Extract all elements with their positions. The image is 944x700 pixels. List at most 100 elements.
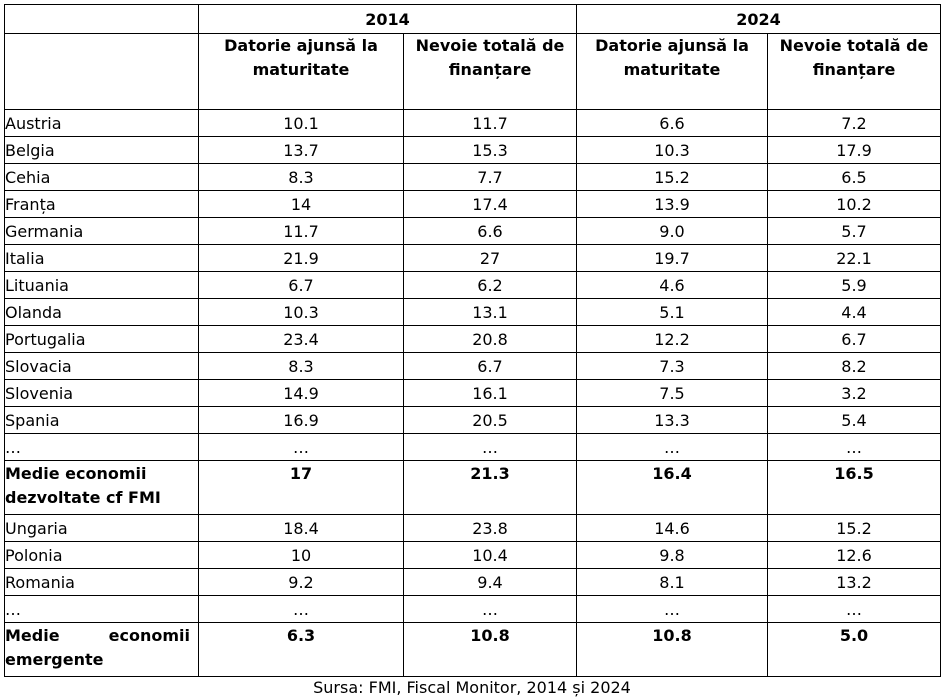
maturing-debt-2024-cell: 10.3 [576,136,768,164]
financing-need-2024-cell: 5.7 [767,217,941,245]
maturing-debt-2024-cell: 7.5 [576,379,768,407]
maturing-debt-2024-cell: 6.6 [576,109,768,137]
maturing-debt-2014-cell: 23.4 [198,325,404,353]
maturing-debt-2014-cell: 14.9 [198,379,404,407]
maturing-debt-2014-cell: 21.9 [198,244,404,272]
maturing-debt-2014-cell: 10.3 [198,298,404,326]
financing-need-2014-cell: 23.8 [403,514,577,542]
maturing-debt-2024-cell: 7.3 [576,352,768,380]
table-row: Romania 9.2 9.4 8.1 13.2 [4,568,941,596]
financing-need-2024-cell: 5.0 [767,622,941,677]
financing-need-2014-cell: 9.4 [403,568,577,596]
table-row: Polonia 10 10.4 9.8 12.6 [4,541,941,569]
maturing-debt-2024-cell: 13.3 [576,406,768,434]
financing-need-2014-cell: … [403,433,577,461]
financing-need-2024-cell: 5.9 [767,271,941,299]
financing-need-2014-cell: 15.3 [403,136,577,164]
subheader-financing-need-2024: Nevoie totală de finanțare [767,33,941,110]
financing-need-2014-cell: 16.1 [403,379,577,407]
year-header-2014: 2014 [198,4,577,34]
maturing-debt-2024-cell: 14.6 [576,514,768,542]
maturing-debt-2014-cell: 16.9 [198,406,404,434]
maturing-debt-2024-cell: 19.7 [576,244,768,272]
financing-need-2014-cell: 13.1 [403,298,577,326]
maturing-debt-2024-cell: 4.6 [576,271,768,299]
financing-need-2024-cell: 3.2 [767,379,941,407]
financing-need-2024-cell: 22.1 [767,244,941,272]
maturing-debt-2014-cell: 11.7 [198,217,404,245]
maturing-debt-2014-cell: 6.7 [198,271,404,299]
row-label: Olanda [4,298,199,326]
financing-need-2014-cell: 27 [403,244,577,272]
row-label: Austria [4,109,199,137]
financing-need-2014-cell: … [403,595,577,623]
table-row: Cehia 8.3 7.7 15.2 6.5 [4,163,941,191]
table-row: Lituania 6.7 6.2 4.6 5.9 [4,271,941,299]
row-label: Medie economii emergente [4,622,199,677]
financing-need-2024-cell: 17.9 [767,136,941,164]
row-label: … [4,433,199,461]
table-row: Portugalia 23.4 20.8 12.2 6.7 [4,325,941,353]
row-label: Italia [4,244,199,272]
financing-need-2024-cell: 6.7 [767,325,941,353]
maturing-debt-2014-cell: 6.3 [198,622,404,677]
row-label: Ungaria [4,514,199,542]
table-row: Spania 16.9 20.5 13.3 5.4 [4,406,941,434]
table-body: Austria 10.1 11.7 6.6 7.2 Belgia 13.7 15.3 10.3 1… [4,109,941,677]
financing-need-2014-cell: 6.7 [403,352,577,380]
table-row: …………… [4,433,941,461]
maturing-debt-2024-cell: … [576,595,768,623]
row-label: Romania [4,568,199,596]
table-row: Belgia 13.7 15.3 10.3 17.9 [4,136,941,164]
row-label: Belgia [4,136,199,164]
table-row: Medie economii emergente 6.3 10.8 10.8 5.0 [4,622,941,677]
maturing-debt-2024-cell: 5.1 [576,298,768,326]
financing-need-2024-cell: 10.2 [767,190,941,218]
financing-need-2024-cell: 8.2 [767,352,941,380]
financing-need-2014-cell: 20.8 [403,325,577,353]
subheader-maturing-debt-2024: Datorie ajunsă la maturitate [576,33,768,110]
financing-need-2024-cell: … [767,433,941,461]
maturing-debt-2014-cell: 9.2 [198,568,404,596]
row-label: Medie economii dezvoltate cf FMI [4,460,199,515]
source-note: Sursa: FMI, Fiscal Monitor, 2014 și 2024 [313,678,631,697]
row-label: Franța [4,190,199,218]
financing-need-2014-cell: 7.7 [403,163,577,191]
table-row: Ungaria 18.4 23.8 14.6 15.2 [4,514,941,542]
maturing-debt-2014-cell: 8.3 [198,352,404,380]
table-row: Olanda 10.3 13.1 5.1 4.4 [4,298,941,326]
corner-cell-lower [4,33,199,110]
maturing-debt-2024-cell: 13.9 [576,190,768,218]
maturing-debt-2014-cell: 18.4 [198,514,404,542]
financing-need-2014-cell: 20.5 [403,406,577,434]
financing-need-2024-cell: 7.2 [767,109,941,137]
row-label: Cehia [4,163,199,191]
maturing-debt-2014-cell: … [198,595,404,623]
financing-need-2014-cell: 6.2 [403,271,577,299]
maturing-debt-2014-cell: 17 [198,460,404,515]
row-label: Germania [4,217,199,245]
maturing-debt-2024-cell: 10.8 [576,622,768,677]
maturing-debt-2014-cell: 13.7 [198,136,404,164]
row-label: Polonia [4,541,199,569]
table-row: Italia 21.9 27 19.7 22.1 [4,244,941,272]
financing-need-2024-cell: 4.4 [767,298,941,326]
table-row: Slovenia 14.9 16.1 7.5 3.2 [4,379,941,407]
financing-need-2024-cell: … [767,595,941,623]
table-row: Slovacia 8.3 6.7 7.3 8.2 [4,352,941,380]
row-label: Portugalia [4,325,199,353]
corner-cell [4,4,199,34]
maturing-debt-2014-cell: 14 [198,190,404,218]
row-label: … [4,595,199,623]
maturing-debt-2024-cell: 12.2 [576,325,768,353]
maturing-debt-2024-cell: … [576,433,768,461]
financing-need-2014-cell: 17.4 [403,190,577,218]
maturing-debt-2014-cell: 10.1 [198,109,404,137]
maturing-debt-2024-cell: 9.8 [576,541,768,569]
maturing-debt-2024-cell: 15.2 [576,163,768,191]
row-label: Lituania [4,271,199,299]
maturing-debt-2014-cell: … [198,433,404,461]
financing-need-2014-cell: 21.3 [403,460,577,515]
financing-need-2024-cell: 16.5 [767,460,941,515]
maturing-debt-2014-cell: 8.3 [198,163,404,191]
